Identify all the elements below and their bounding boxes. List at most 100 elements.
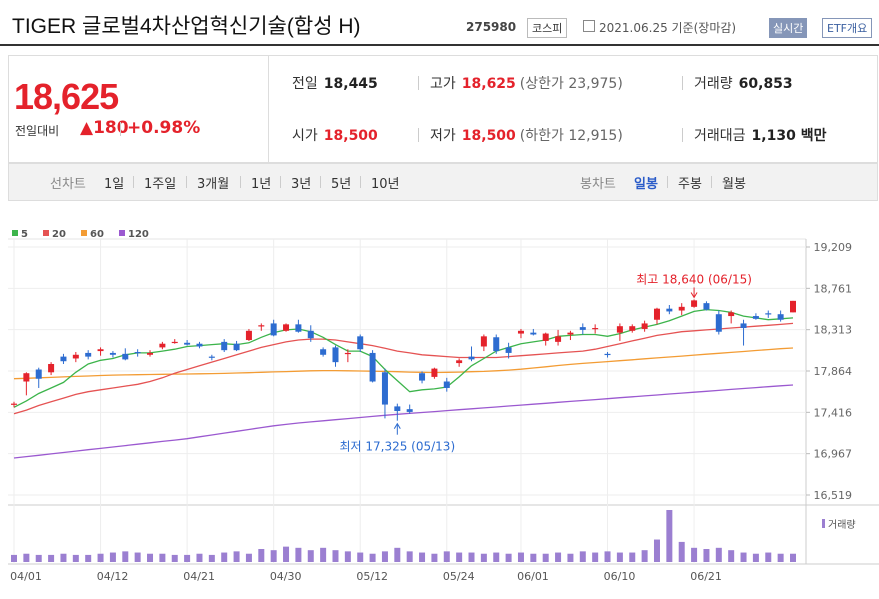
legend-swatch	[43, 230, 49, 236]
candle	[11, 401, 17, 408]
realtime-button[interactable]: 실시간	[769, 18, 808, 38]
candle-body	[48, 363, 55, 373]
upper-limit: (상한가 23,975)	[519, 76, 623, 92]
candle	[641, 320, 648, 332]
candle	[752, 313, 759, 320]
volume-bar	[357, 552, 364, 562]
candle	[369, 350, 376, 383]
period-divider	[667, 176, 668, 188]
volume: 거래량 60,853	[694, 73, 793, 93]
etf-overview-button[interactable]: ETF개요	[822, 18, 873, 38]
candle-body	[715, 314, 722, 332]
candle-body	[258, 325, 265, 327]
volume-bar	[394, 547, 401, 562]
candle-daily[interactable]: 일봉	[634, 177, 658, 192]
candle-body	[221, 341, 228, 351]
y-tick-label: 18,761	[814, 282, 853, 295]
candle-body	[703, 303, 710, 310]
period-1week[interactable]: 1주일	[144, 177, 177, 192]
volume-bar	[320, 547, 327, 562]
candle-body	[678, 306, 685, 311]
volume-bar	[493, 552, 500, 562]
y-tick-label: 18,313	[814, 324, 853, 337]
candle	[715, 310, 722, 335]
period-divider	[360, 176, 361, 188]
x-tick-label: 05/12	[356, 570, 388, 583]
price-divider	[268, 55, 269, 163]
volume-bar	[542, 553, 549, 562]
volume-bar	[369, 553, 376, 562]
volume-bar	[381, 551, 388, 562]
candle-body	[23, 373, 30, 382]
header-divider	[0, 44, 879, 46]
candle-body	[517, 330, 524, 334]
candle-monthly[interactable]: 월봉	[722, 177, 746, 192]
volume-bar	[208, 554, 215, 562]
period-5year[interactable]: 5년	[331, 177, 352, 192]
candle	[604, 352, 611, 358]
volume-bar	[431, 553, 438, 562]
current-price: 18,625	[14, 76, 119, 117]
candles	[11, 299, 796, 421]
low-label: 저가	[430, 128, 456, 144]
candle	[567, 330, 574, 341]
candle	[579, 323, 586, 335]
volume-bar	[616, 552, 623, 562]
x-tick-label: 06/10	[604, 570, 636, 583]
low-value: 18,500	[461, 128, 516, 144]
volume-bars: 거래량	[11, 510, 856, 562]
volume-bar	[505, 553, 512, 562]
volume-bar	[122, 551, 129, 562]
volume-bar	[419, 552, 426, 562]
volume-bar	[97, 553, 104, 562]
candle	[443, 377, 450, 392]
period-1day[interactable]: 1일	[104, 177, 125, 192]
candle-body	[777, 314, 784, 320]
candle	[431, 367, 438, 379]
candle	[357, 334, 364, 353]
volume-bar	[258, 549, 265, 562]
stat-divider	[682, 76, 683, 90]
period-divider	[186, 176, 187, 188]
x-tick-label: 04/21	[183, 570, 215, 583]
stat-divider	[418, 128, 419, 142]
candle	[233, 340, 240, 352]
candle	[530, 328, 537, 336]
candle	[777, 310, 784, 322]
candle-body	[456, 360, 463, 364]
period-1year[interactable]: 1년	[251, 177, 272, 192]
low-arrow-head	[393, 422, 401, 429]
candle-body	[134, 352, 141, 354]
candle-body	[147, 352, 154, 355]
volume-bar	[332, 550, 339, 562]
candle-weekly[interactable]: 주봉	[678, 177, 702, 192]
candle	[320, 347, 327, 357]
volume-bar	[567, 553, 574, 562]
candle-body	[480, 336, 487, 347]
volume-bar	[283, 546, 290, 562]
volume-bar	[147, 553, 154, 562]
candle-body	[579, 327, 586, 330]
market-badge: 코스피	[527, 18, 568, 38]
volume-bar	[468, 552, 475, 562]
volume-bar	[270, 550, 277, 562]
period-10year[interactable]: 10년	[371, 177, 400, 192]
volume-bar	[307, 550, 314, 562]
candle	[307, 325, 314, 342]
candle	[270, 319, 277, 337]
candle	[159, 341, 166, 350]
volume-bar	[85, 554, 92, 562]
period-3month[interactable]: 3개월	[197, 177, 230, 192]
candle	[592, 324, 599, 334]
volume-bar	[728, 550, 735, 562]
annotations: 최고 18,640 (06/15) 최저 17,325 (05/13)	[339, 272, 751, 453]
candle-body	[85, 352, 92, 357]
ma5-line	[13, 308, 794, 408]
high-annotation: 최고 18,640 (06/15)	[636, 272, 752, 286]
candle-body	[233, 343, 240, 351]
candle-body	[245, 330, 252, 341]
volume-bar	[579, 551, 586, 562]
change-divider	[120, 122, 121, 136]
period-3year[interactable]: 3년	[291, 177, 312, 192]
open-value: 18,500	[323, 128, 378, 144]
